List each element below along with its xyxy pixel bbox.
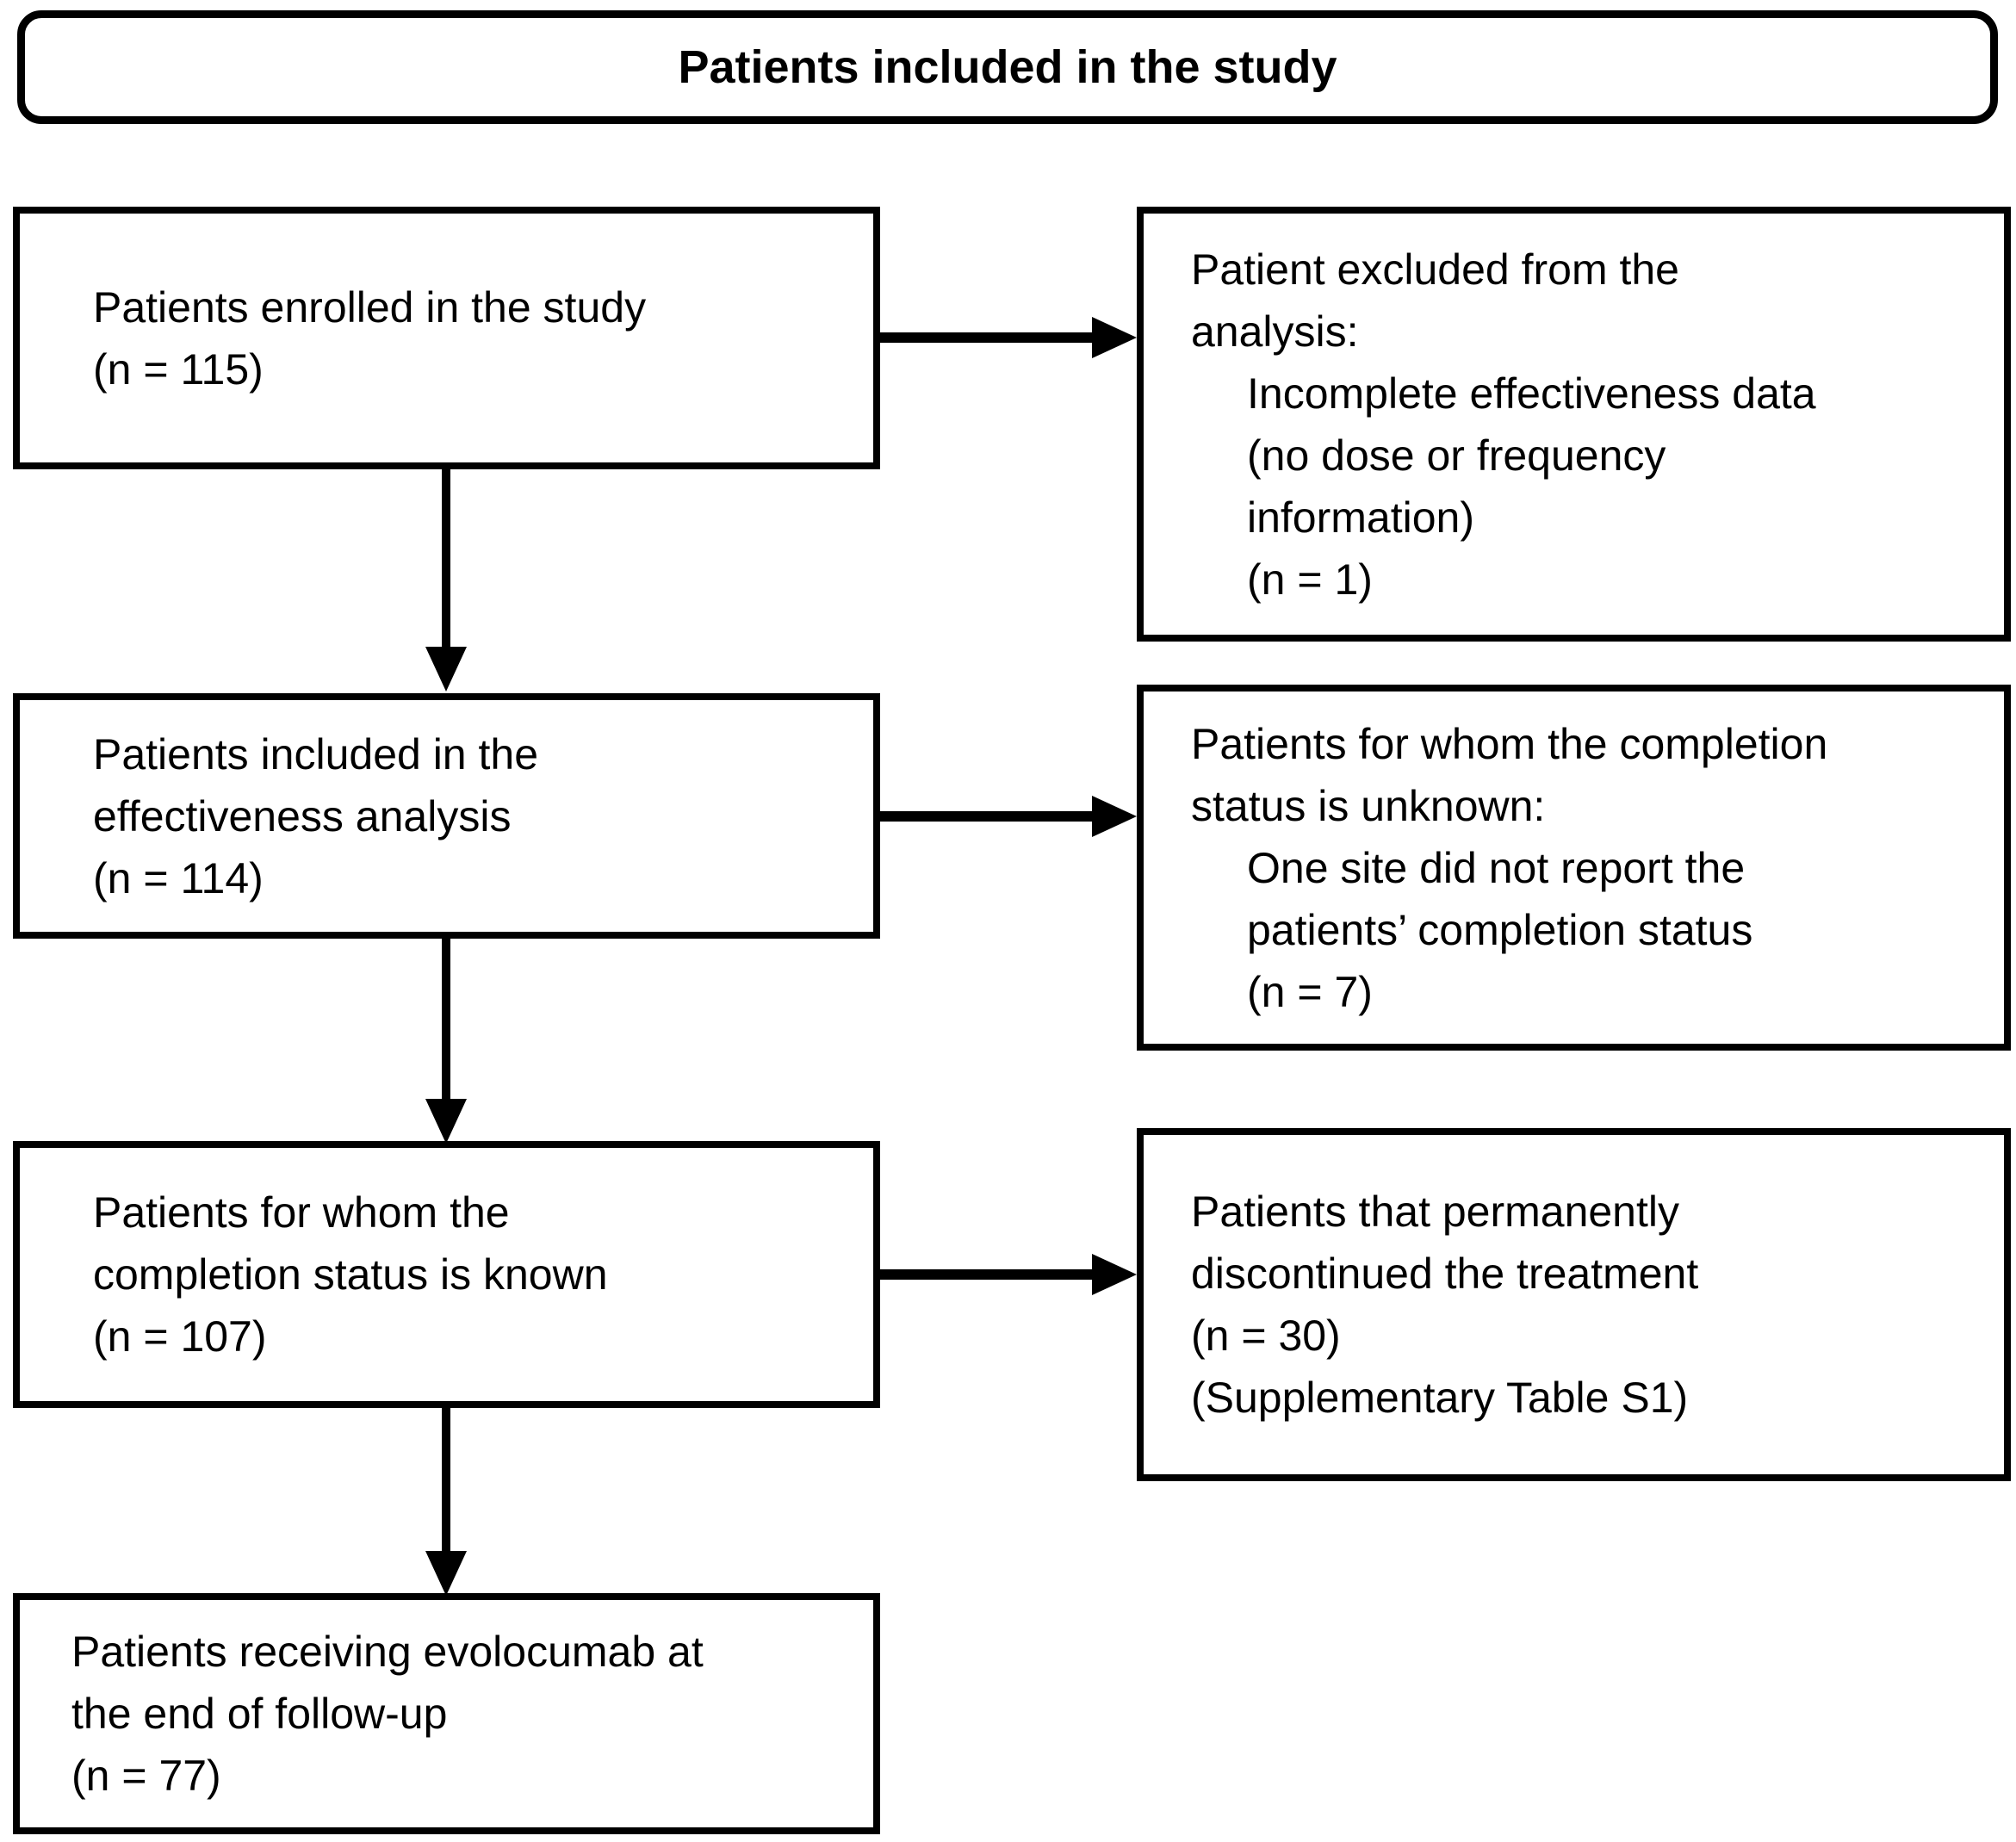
text-line: the end of follow-up	[71, 1690, 448, 1738]
text-line: Patients for whom the completion	[1191, 719, 1828, 768]
right-arrow-3	[877, 1254, 1137, 1295]
arrow-shaft	[877, 332, 1099, 343]
text-line: Patients included in the	[93, 729, 539, 778]
right-arrow-2	[877, 796, 1137, 837]
arrow-shaft	[442, 1405, 450, 1558]
text-line: analysis:	[1191, 307, 1359, 356]
text-line: status is unknown:	[1191, 781, 1546, 830]
text-line: Patients receiving evolocumab at	[71, 1628, 704, 1676]
arrow-head	[425, 1551, 467, 1596]
box-patients-enrolled: Patients enrolled in the study (n = 115)	[13, 207, 880, 469]
text-line: Patients for whom the	[93, 1188, 510, 1237]
box-receiving-evolocumab: Patients receiving evolocumab at the end…	[13, 1593, 880, 1834]
arrow-head	[1092, 796, 1137, 837]
down-arrow-3	[425, 1405, 467, 1596]
text-line: (n = 1)	[1247, 555, 1373, 604]
text-line: (Supplementary Table S1)	[1191, 1374, 1689, 1422]
diagram-title: Patients included in the study	[678, 41, 1337, 93]
box-effectiveness-analysis: Patients included in the effectiveness a…	[13, 693, 880, 939]
box-discontinued-treatment: Patients that permanently discontinued t…	[1137, 1128, 2011, 1481]
text-line: (n = 114)	[93, 853, 264, 902]
arrow-head	[1092, 317, 1137, 358]
text-line: completion status is known	[93, 1250, 608, 1299]
text-line: (n = 7)	[1247, 967, 1373, 1016]
box-completion-status-known: Patients for whom the completion status …	[13, 1141, 880, 1408]
arrow-head	[425, 1099, 467, 1144]
box-completion-status-unknown: Patients for whom the completion status …	[1137, 685, 2011, 1051]
text-line: (n = 107)	[93, 1312, 267, 1361]
text-line: (n = 115)	[93, 344, 264, 394]
text-line: information)	[1247, 493, 1474, 542]
right-arrow-1	[877, 317, 1137, 358]
text-line: Patient excluded from the	[1191, 245, 1679, 294]
text-line: Patients enrolled in the study	[93, 282, 647, 332]
text-line: discontinued the treatment	[1191, 1250, 1699, 1298]
down-arrow-1	[425, 466, 467, 692]
text-line: patients’ completion status	[1247, 905, 1753, 954]
text-line: (n = 30)	[1191, 1312, 1341, 1360]
arrow-shaft	[877, 811, 1099, 822]
arrow-shaft	[442, 466, 450, 654]
title-box: Patients included in the study	[17, 10, 1998, 124]
arrow-shaft	[877, 1269, 1099, 1280]
arrow-head	[1092, 1254, 1137, 1295]
text-line: (n = 77)	[71, 1752, 221, 1800]
text-line: Incomplete effectiveness data	[1247, 369, 1816, 418]
down-arrow-2	[425, 935, 467, 1144]
text-line: One site did not report the	[1247, 843, 1746, 892]
arrow-head	[425, 647, 467, 692]
box-patient-excluded: Patient excluded from the analysis: Inco…	[1137, 207, 2011, 642]
text-line: (no dose or frequency	[1247, 431, 1666, 480]
arrow-shaft	[442, 935, 450, 1106]
text-line: Patients that permanently	[1191, 1188, 1679, 1236]
text-line: effectiveness analysis	[93, 791, 512, 840]
